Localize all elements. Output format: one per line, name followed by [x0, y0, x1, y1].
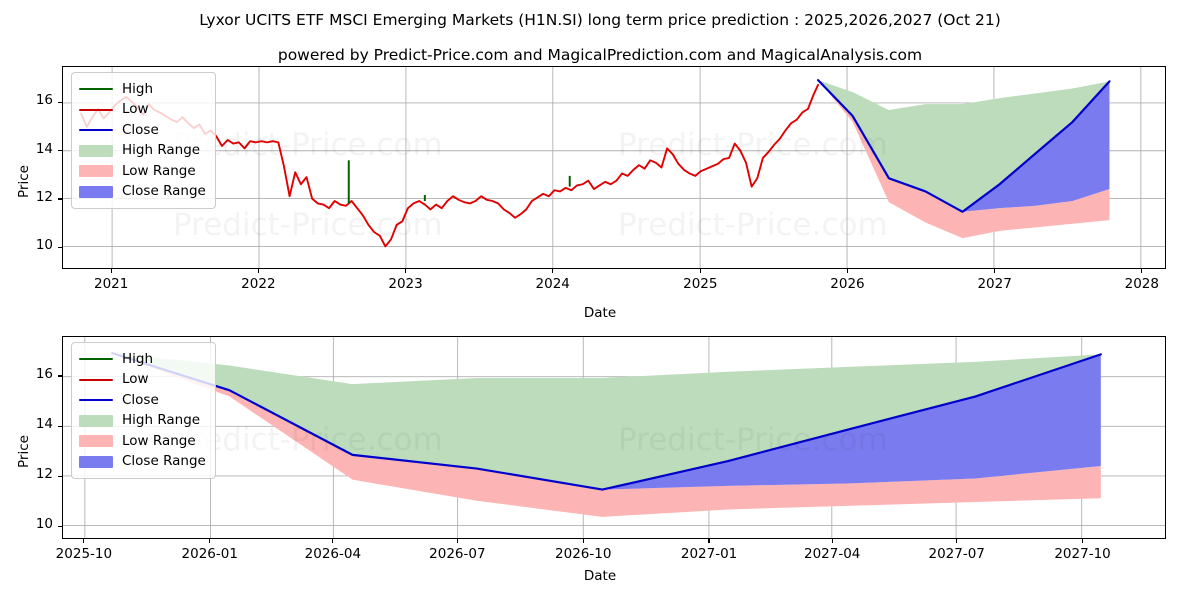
- x-tick-label: 2027-04: [803, 546, 861, 562]
- y-tick-mark: [58, 149, 62, 152]
- x-tick-label: 2025: [683, 276, 718, 292]
- legend-line-swatch-icon: [79, 124, 113, 136]
- bottom-chart-x-axis-label: Date: [583, 568, 617, 584]
- y-tick-label: 12: [35, 188, 53, 205]
- x-tick-mark: [209, 539, 211, 543]
- x-tick-label: 2026-10: [555, 546, 612, 562]
- legend-item-label: Low: [122, 371, 149, 387]
- bottom-chart-y-axis-label: Price: [16, 435, 32, 468]
- x-tick-mark: [1081, 539, 1084, 543]
- legend-patch-swatch-icon: [79, 144, 113, 157]
- bottom-chart-plot-area: High Low Close High Range Low Range Close Ran…: [62, 336, 1166, 539]
- y-tick-label: 14: [35, 140, 53, 157]
- x-tick-mark: [699, 269, 701, 273]
- x-tick-label: 2027-10: [1054, 546, 1111, 562]
- legend-patch-swatch-icon: [79, 435, 113, 448]
- page-subtitle: powered by Predict-Price.com and Magical…: [277, 46, 923, 64]
- y-tick-mark: [58, 246, 62, 248]
- legend-item-label: High: [122, 350, 154, 367]
- legend-patch-swatch-icon: [79, 165, 113, 178]
- legend-item-label: Close: [122, 121, 159, 138]
- legend-item-high[interactable]: High: [79, 79, 206, 100]
- x-tick-label: 2027-01: [680, 546, 738, 562]
- y-tick-label: 12: [35, 466, 53, 483]
- legend-item-label: Low Range: [122, 432, 196, 449]
- legend-item-label: Close: [122, 391, 159, 408]
- legend-item-label: High Range: [122, 142, 201, 158]
- x-tick-label: 2026-01: [181, 546, 238, 562]
- y-tick-label: 10: [35, 237, 53, 254]
- top-chart-canvas: [63, 67, 1165, 268]
- y-tick-mark: [58, 375, 62, 377]
- x-tick-label: 2026: [830, 276, 865, 292]
- legend-item-label: High Range: [122, 412, 201, 428]
- legend-item-high[interactable]: High: [79, 349, 206, 370]
- legend-item-low-range[interactable]: Low Range: [79, 161, 206, 182]
- legend-item-high-range[interactable]: High Range: [79, 141, 206, 162]
- legend-patch-swatch-icon: [79, 455, 113, 468]
- legend-line-swatch-icon: [79, 374, 113, 386]
- legend-item-label: High: [122, 80, 154, 97]
- x-tick-label: 2021: [94, 276, 129, 292]
- x-tick-mark: [83, 539, 85, 543]
- y-tick-mark: [58, 475, 62, 477]
- legend-item-close[interactable]: Close: [79, 390, 206, 411]
- legend-line-swatch-icon: [79, 83, 113, 95]
- y-tick-label: 14: [35, 416, 53, 433]
- x-tick-mark: [846, 269, 849, 273]
- x-tick-mark: [708, 539, 710, 543]
- x-tick-mark: [404, 269, 407, 273]
- page-title: Lyxor UCITS ETF MSCI Emerging Markets (H…: [199, 11, 1001, 29]
- x-tick-mark: [1141, 269, 1143, 273]
- y-tick-label: 10: [35, 516, 53, 533]
- y-tick-mark: [58, 525, 62, 528]
- x-tick-mark: [332, 539, 334, 543]
- legend-item-close[interactable]: Close: [79, 120, 206, 141]
- x-tick-label: 2024: [535, 276, 570, 292]
- bottom-chart-legend: High Low Close High Range Low Range Close Ran…: [71, 342, 216, 479]
- x-tick-label: 2027: [977, 276, 1012, 292]
- legend-item-label: Low: [122, 101, 149, 117]
- top-chart-legend: High Low Close High Range Low Range Close Ran…: [71, 72, 216, 209]
- x-tick-mark: [110, 269, 112, 273]
- legend-line-swatch-icon: [79, 104, 113, 116]
- x-tick-label: 2028: [1124, 276, 1159, 292]
- legend-line-swatch-icon: [79, 353, 113, 365]
- legend-item-low[interactable]: Low: [79, 370, 206, 391]
- x-tick-mark: [956, 539, 958, 543]
- legend-item-label: Close Range: [122, 453, 206, 469]
- y-tick-mark: [58, 198, 62, 200]
- x-tick-mark: [552, 269, 554, 273]
- top-chart-plot-area: High Low Close High Range Low Range Close Ran…: [62, 66, 1166, 269]
- x-tick-label: 2027-07: [928, 546, 985, 562]
- x-tick-label: 2023: [388, 276, 423, 292]
- x-tick-mark: [831, 539, 833, 543]
- x-tick-mark: [257, 269, 259, 273]
- legend-item-high-range[interactable]: High Range: [79, 411, 206, 432]
- x-tick-label: 2026-07: [429, 546, 486, 562]
- legend-patch-swatch-icon: [79, 185, 113, 198]
- x-tick-mark: [582, 539, 584, 543]
- legend-item-low[interactable]: Low: [79, 100, 206, 121]
- legend-line-swatch-icon: [79, 394, 113, 406]
- legend-item-close-range[interactable]: Close Range: [79, 182, 206, 203]
- y-tick-label: 16: [35, 92, 53, 109]
- x-tick-mark: [994, 269, 996, 273]
- legend-item-close-range[interactable]: Close Range: [79, 452, 206, 473]
- y-tick-mark: [58, 101, 62, 103]
- y-tick-mark: [58, 425, 62, 427]
- x-tick-label: 2022: [241, 276, 276, 292]
- x-tick-label: 2026-04: [304, 546, 362, 562]
- bottom-chart-canvas: [63, 337, 1165, 538]
- legend-item-low-range[interactable]: Low Range: [79, 431, 206, 452]
- legend-patch-swatch-icon: [79, 414, 113, 427]
- legend-item-label: Close Range: [122, 183, 206, 199]
- y-tick-label: 16: [35, 366, 53, 383]
- x-tick-label: 2025-10: [55, 546, 113, 562]
- x-tick-mark: [456, 539, 458, 543]
- top-chart-x-axis-label: Date: [583, 305, 617, 321]
- legend-item-label: Low Range: [122, 162, 196, 179]
